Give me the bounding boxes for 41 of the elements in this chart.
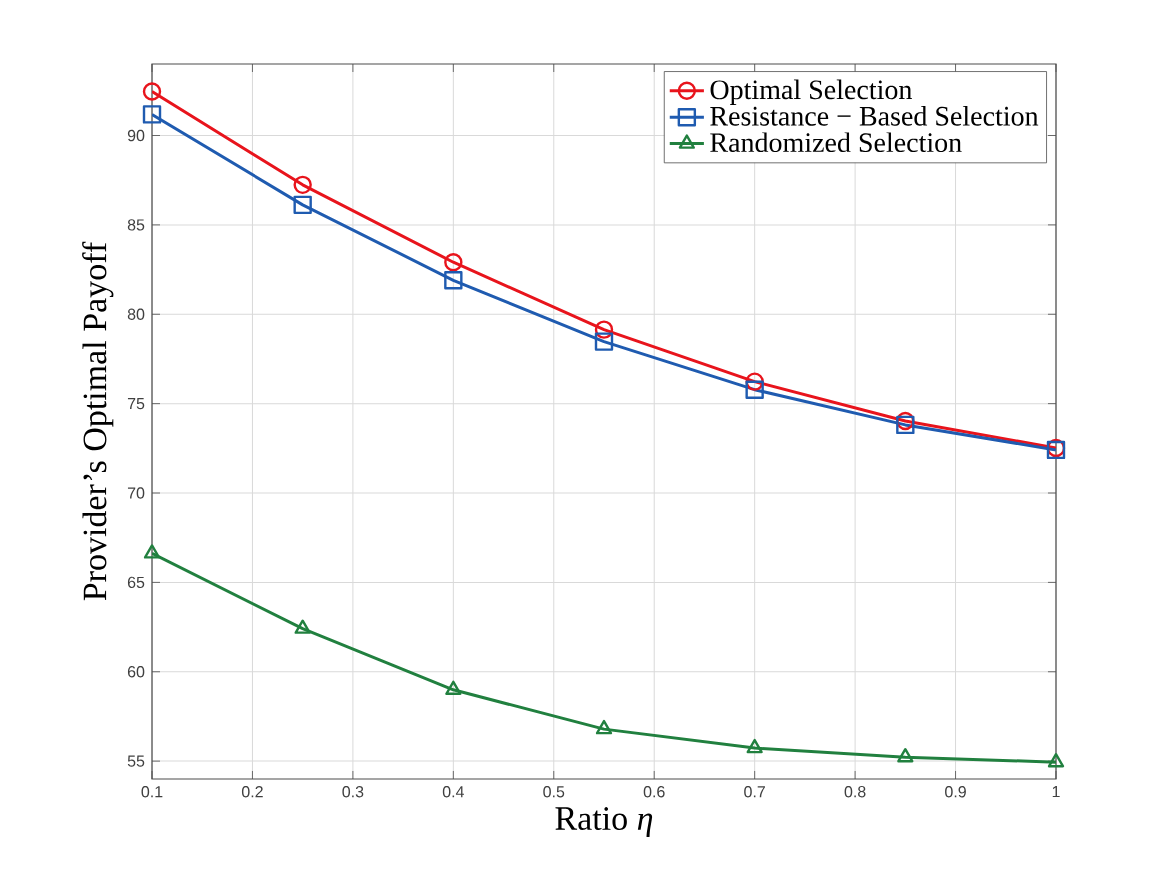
legend-label: Randomized Selection bbox=[710, 132, 962, 153]
y-tick-label: 75 bbox=[127, 398, 145, 410]
x-tick-label: 0.1 bbox=[141, 786, 163, 798]
point bbox=[143, 544, 161, 559]
y-tick-label: 90 bbox=[127, 129, 145, 142]
y-tick-label: 80 bbox=[127, 308, 145, 320]
y-tick-label: 55 bbox=[127, 755, 145, 767]
x-tick-label: 0.8 bbox=[844, 786, 866, 798]
legend-label: Resistance − Based Selection bbox=[710, 105, 1039, 126]
x-tick-label: 0.7 bbox=[744, 786, 765, 798]
point bbox=[896, 415, 915, 435]
x-tick-label: 0.3 bbox=[342, 786, 364, 798]
point bbox=[897, 747, 914, 763]
x-axis-title: Ratio η bbox=[555, 807, 653, 837]
point bbox=[444, 253, 463, 272]
point bbox=[595, 719, 613, 735]
y-tick-label: 60 bbox=[127, 666, 145, 678]
point bbox=[745, 372, 764, 391]
y-axis-title: Provider’s Optimal Payoff bbox=[82, 241, 114, 601]
point bbox=[594, 332, 614, 351]
point bbox=[142, 105, 162, 124]
point bbox=[294, 619, 311, 634]
point bbox=[293, 195, 312, 215]
point bbox=[445, 680, 462, 695]
point bbox=[142, 82, 162, 101]
point bbox=[746, 738, 763, 754]
x-tick-label: 0.5 bbox=[543, 786, 565, 798]
point bbox=[1047, 753, 1065, 768]
x-tick-label: 0.2 bbox=[241, 786, 263, 798]
y-tick-label: 85 bbox=[127, 219, 145, 231]
point bbox=[594, 320, 614, 339]
point bbox=[293, 175, 312, 195]
x-tick-label: 1 bbox=[1052, 786, 1060, 798]
x-tick-label: 0.4 bbox=[442, 786, 464, 798]
point bbox=[745, 380, 764, 399]
x-tick-label: 0.9 bbox=[945, 786, 966, 798]
legend-label: Optimal Selection bbox=[710, 79, 912, 105]
y-tick-label: 65 bbox=[127, 576, 145, 589]
x-tick-label: 0.6 bbox=[643, 786, 665, 798]
point bbox=[444, 271, 463, 290]
y-tick-label: 70 bbox=[127, 487, 145, 499]
